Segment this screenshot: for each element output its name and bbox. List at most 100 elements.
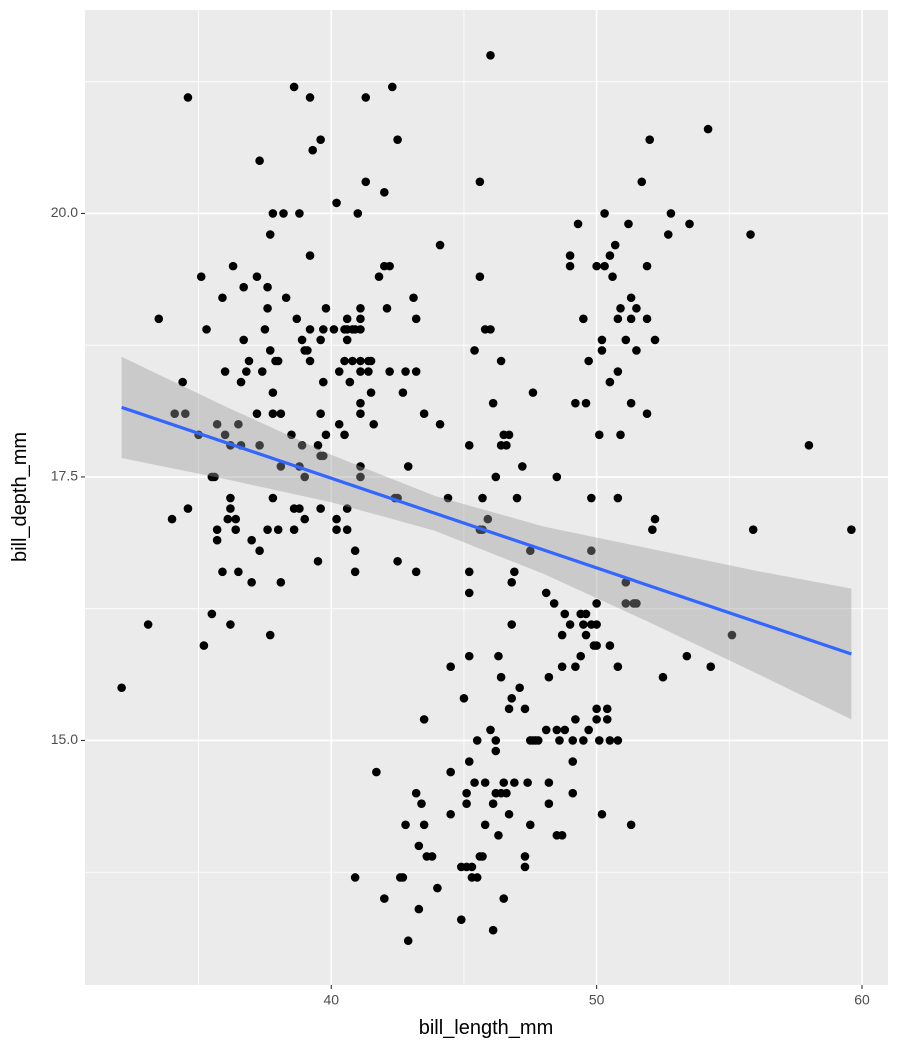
point <box>212 535 222 545</box>
point <box>592 599 601 608</box>
point <box>632 346 641 355</box>
point <box>369 419 379 429</box>
point <box>600 209 609 218</box>
point <box>804 441 814 450</box>
point <box>515 683 524 693</box>
point <box>541 725 551 735</box>
point <box>616 430 625 440</box>
point <box>372 767 381 777</box>
point <box>512 493 522 503</box>
point <box>268 209 278 218</box>
point <box>491 472 501 482</box>
point <box>637 177 647 187</box>
point <box>183 93 193 102</box>
point <box>435 419 445 429</box>
point <box>342 525 352 534</box>
point <box>393 135 402 144</box>
point <box>626 820 636 830</box>
point <box>560 609 570 619</box>
point <box>504 430 514 440</box>
point <box>289 525 299 534</box>
point <box>409 293 418 303</box>
point <box>504 704 514 714</box>
point <box>528 388 538 397</box>
point <box>350 546 360 556</box>
point <box>226 493 235 503</box>
point <box>464 651 474 661</box>
point <box>321 303 331 313</box>
point <box>419 409 429 419</box>
point <box>616 303 625 313</box>
point <box>579 314 588 324</box>
point <box>342 504 352 513</box>
point <box>236 377 246 387</box>
point <box>624 219 633 229</box>
point <box>496 356 506 366</box>
point <box>305 251 315 260</box>
point <box>411 567 421 577</box>
point <box>592 261 601 271</box>
point <box>480 778 490 787</box>
point <box>199 641 209 650</box>
point <box>300 514 310 524</box>
point <box>212 525 222 534</box>
point <box>223 514 233 524</box>
point <box>411 367 421 376</box>
point <box>435 240 445 250</box>
point <box>387 82 397 92</box>
point <box>281 293 291 303</box>
point <box>555 736 564 745</box>
point <box>650 514 660 524</box>
point <box>605 377 615 387</box>
point <box>568 788 578 798</box>
point <box>297 335 307 345</box>
point <box>642 314 652 324</box>
point <box>478 493 487 503</box>
point <box>597 346 607 355</box>
point <box>510 567 519 577</box>
point <box>247 535 256 545</box>
point <box>520 852 530 861</box>
point <box>518 462 527 471</box>
point <box>544 672 554 682</box>
point <box>318 377 328 387</box>
point <box>318 325 328 334</box>
point <box>212 419 222 429</box>
point <box>364 367 373 376</box>
point <box>488 398 498 408</box>
point <box>573 219 583 229</box>
point <box>348 356 357 366</box>
point <box>472 873 482 882</box>
regression-line <box>121 405 852 656</box>
point <box>544 799 554 809</box>
point <box>356 356 365 366</box>
point <box>467 862 477 872</box>
point <box>523 778 532 787</box>
point <box>255 156 264 166</box>
point <box>613 314 623 324</box>
point <box>332 525 341 534</box>
point <box>289 82 299 92</box>
point <box>356 325 365 334</box>
point <box>613 493 623 503</box>
y-tick-label: 15.0 <box>51 731 78 747</box>
point <box>560 725 570 735</box>
y-tick-label: 20.0 <box>51 204 78 220</box>
point <box>398 388 408 397</box>
point <box>207 609 217 619</box>
point <box>273 525 283 534</box>
point <box>273 356 283 366</box>
point <box>218 567 227 577</box>
point <box>247 578 256 587</box>
point <box>255 441 264 450</box>
point <box>242 367 251 376</box>
point <box>494 651 503 661</box>
point <box>571 715 580 724</box>
point <box>380 894 389 903</box>
point <box>353 209 363 218</box>
point <box>648 525 657 534</box>
point <box>403 462 413 471</box>
point <box>443 493 453 503</box>
point <box>414 904 424 914</box>
point <box>295 504 304 513</box>
